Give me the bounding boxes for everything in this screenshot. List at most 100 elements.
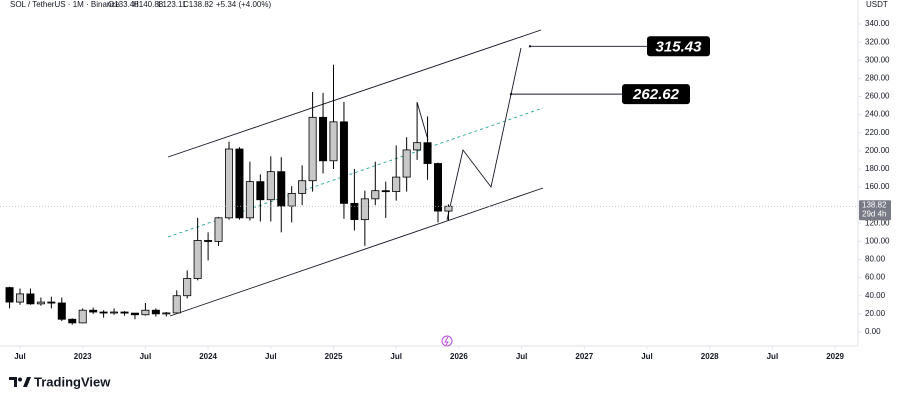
x-tick-label: Jul: [140, 352, 152, 361]
countdown: 29d 4h: [862, 209, 886, 218]
candle-body: [130, 312, 139, 316]
y-tick-label: 100.00: [865, 236, 890, 245]
ohlc-value: +5.34 (+4.00%): [216, 0, 271, 9]
candle: [68, 318, 77, 325]
candle-body: [256, 181, 265, 201]
candle: [78, 308, 87, 324]
y-tick-label: 80.00: [865, 255, 886, 264]
candle: [36, 297, 45, 306]
candle: [329, 64, 338, 169]
x-tick-label: Jul: [265, 352, 277, 361]
candle-body: [183, 278, 192, 297]
candle-body: [371, 190, 380, 200]
candle-body: [99, 311, 108, 314]
annotation-box: [647, 36, 710, 57]
candle: [172, 290, 181, 314]
candle: [26, 288, 35, 305]
candle-body: [89, 309, 98, 313]
candle-body: [36, 301, 45, 305]
y-tick-label: 120.00: [865, 218, 890, 227]
last-price-label: 138.82: [862, 200, 887, 209]
candle-body: [329, 121, 338, 162]
candle-body: [360, 198, 369, 221]
y-tick-label: 160.00: [865, 182, 890, 191]
candle-body: [224, 148, 233, 219]
candle: [339, 101, 348, 219]
candle: [298, 165, 307, 206]
candle-body: [120, 311, 129, 314]
event-icon: [441, 335, 453, 347]
annotation-box: [622, 84, 690, 105]
y-tick-label: 60.00: [865, 273, 886, 282]
x-tick-label: Jul: [14, 352, 26, 361]
y-tick-label: 200.00: [865, 146, 890, 155]
y-tick-label: 240.00: [865, 110, 890, 119]
candle: [89, 307, 98, 314]
candle-body: [5, 287, 14, 303]
candle-body: [214, 217, 223, 242]
y-tick-label: 220.00: [865, 128, 890, 137]
candle-body: [392, 176, 401, 192]
y-tick-label: 0.00: [865, 327, 881, 336]
x-tick-label: Jul: [516, 352, 528, 361]
x-tick-label: 2028: [701, 352, 719, 361]
candle-body: [308, 116, 317, 182]
currency-label: USDT: [866, 0, 888, 9]
projection-path: [446, 47, 522, 221]
candle: [193, 217, 202, 281]
candle-body: [423, 142, 432, 164]
symbol-title: SOL / TetherUS · 1M · Binance: [10, 0, 120, 9]
candle-body: [204, 240, 213, 242]
candle-body: [245, 181, 254, 219]
candle-body: [57, 302, 66, 320]
x-tick-label: 2029: [826, 352, 844, 361]
candle: [224, 141, 233, 220]
candle-body: [402, 149, 411, 178]
x-tick-label: Jul: [767, 352, 779, 361]
ohlc-value: H140.88: [133, 0, 164, 9]
candle: [308, 91, 317, 192]
candle: [392, 145, 401, 201]
candle-body: [381, 190, 390, 193]
y-tick-label: 280.00: [865, 73, 890, 82]
candle-body: [141, 309, 150, 316]
candle-body: [433, 163, 442, 212]
candle-body: [266, 171, 275, 201]
ohlc-value: C138.82: [183, 0, 214, 9]
drawn-path: [416, 101, 429, 141]
candle: [266, 156, 275, 222]
candle: [245, 161, 254, 221]
candle: [15, 288, 24, 305]
candle: [204, 232, 213, 261]
candle: [151, 308, 160, 317]
y-tick-label: 260.00: [865, 92, 890, 101]
brand-logo: TradingView: [9, 374, 111, 389]
candle: [120, 311, 129, 316]
annotation-label: 262.62: [632, 86, 680, 103]
candle: [319, 92, 328, 174]
candle: [371, 161, 380, 206]
candle-body: [277, 171, 286, 207]
ohlc-value: L123.11: [158, 0, 187, 9]
x-tick-label: 2025: [325, 352, 343, 361]
candle: [444, 204, 453, 221]
x-tick-label: 2027: [575, 352, 593, 361]
candle-body: [319, 116, 328, 162]
candle-body: [339, 121, 348, 204]
candle: [214, 216, 223, 246]
candle: [47, 296, 56, 309]
candle: [256, 174, 265, 222]
x-tick-label: 2026: [450, 352, 468, 361]
candle-body: [151, 309, 160, 315]
candle: [235, 147, 244, 220]
x-tick-label: Jul: [641, 352, 653, 361]
candle-body: [172, 295, 181, 314]
candle: [141, 302, 150, 316]
candle: [277, 157, 286, 233]
candle-body: [287, 192, 296, 207]
annotation-label: 315.43: [656, 38, 703, 55]
candle: [402, 137, 411, 192]
header: SOL / TetherUS · 1M · Binance O133.48H14…: [10, 0, 271, 9]
candle-body: [68, 318, 77, 324]
candle: [413, 102, 422, 160]
